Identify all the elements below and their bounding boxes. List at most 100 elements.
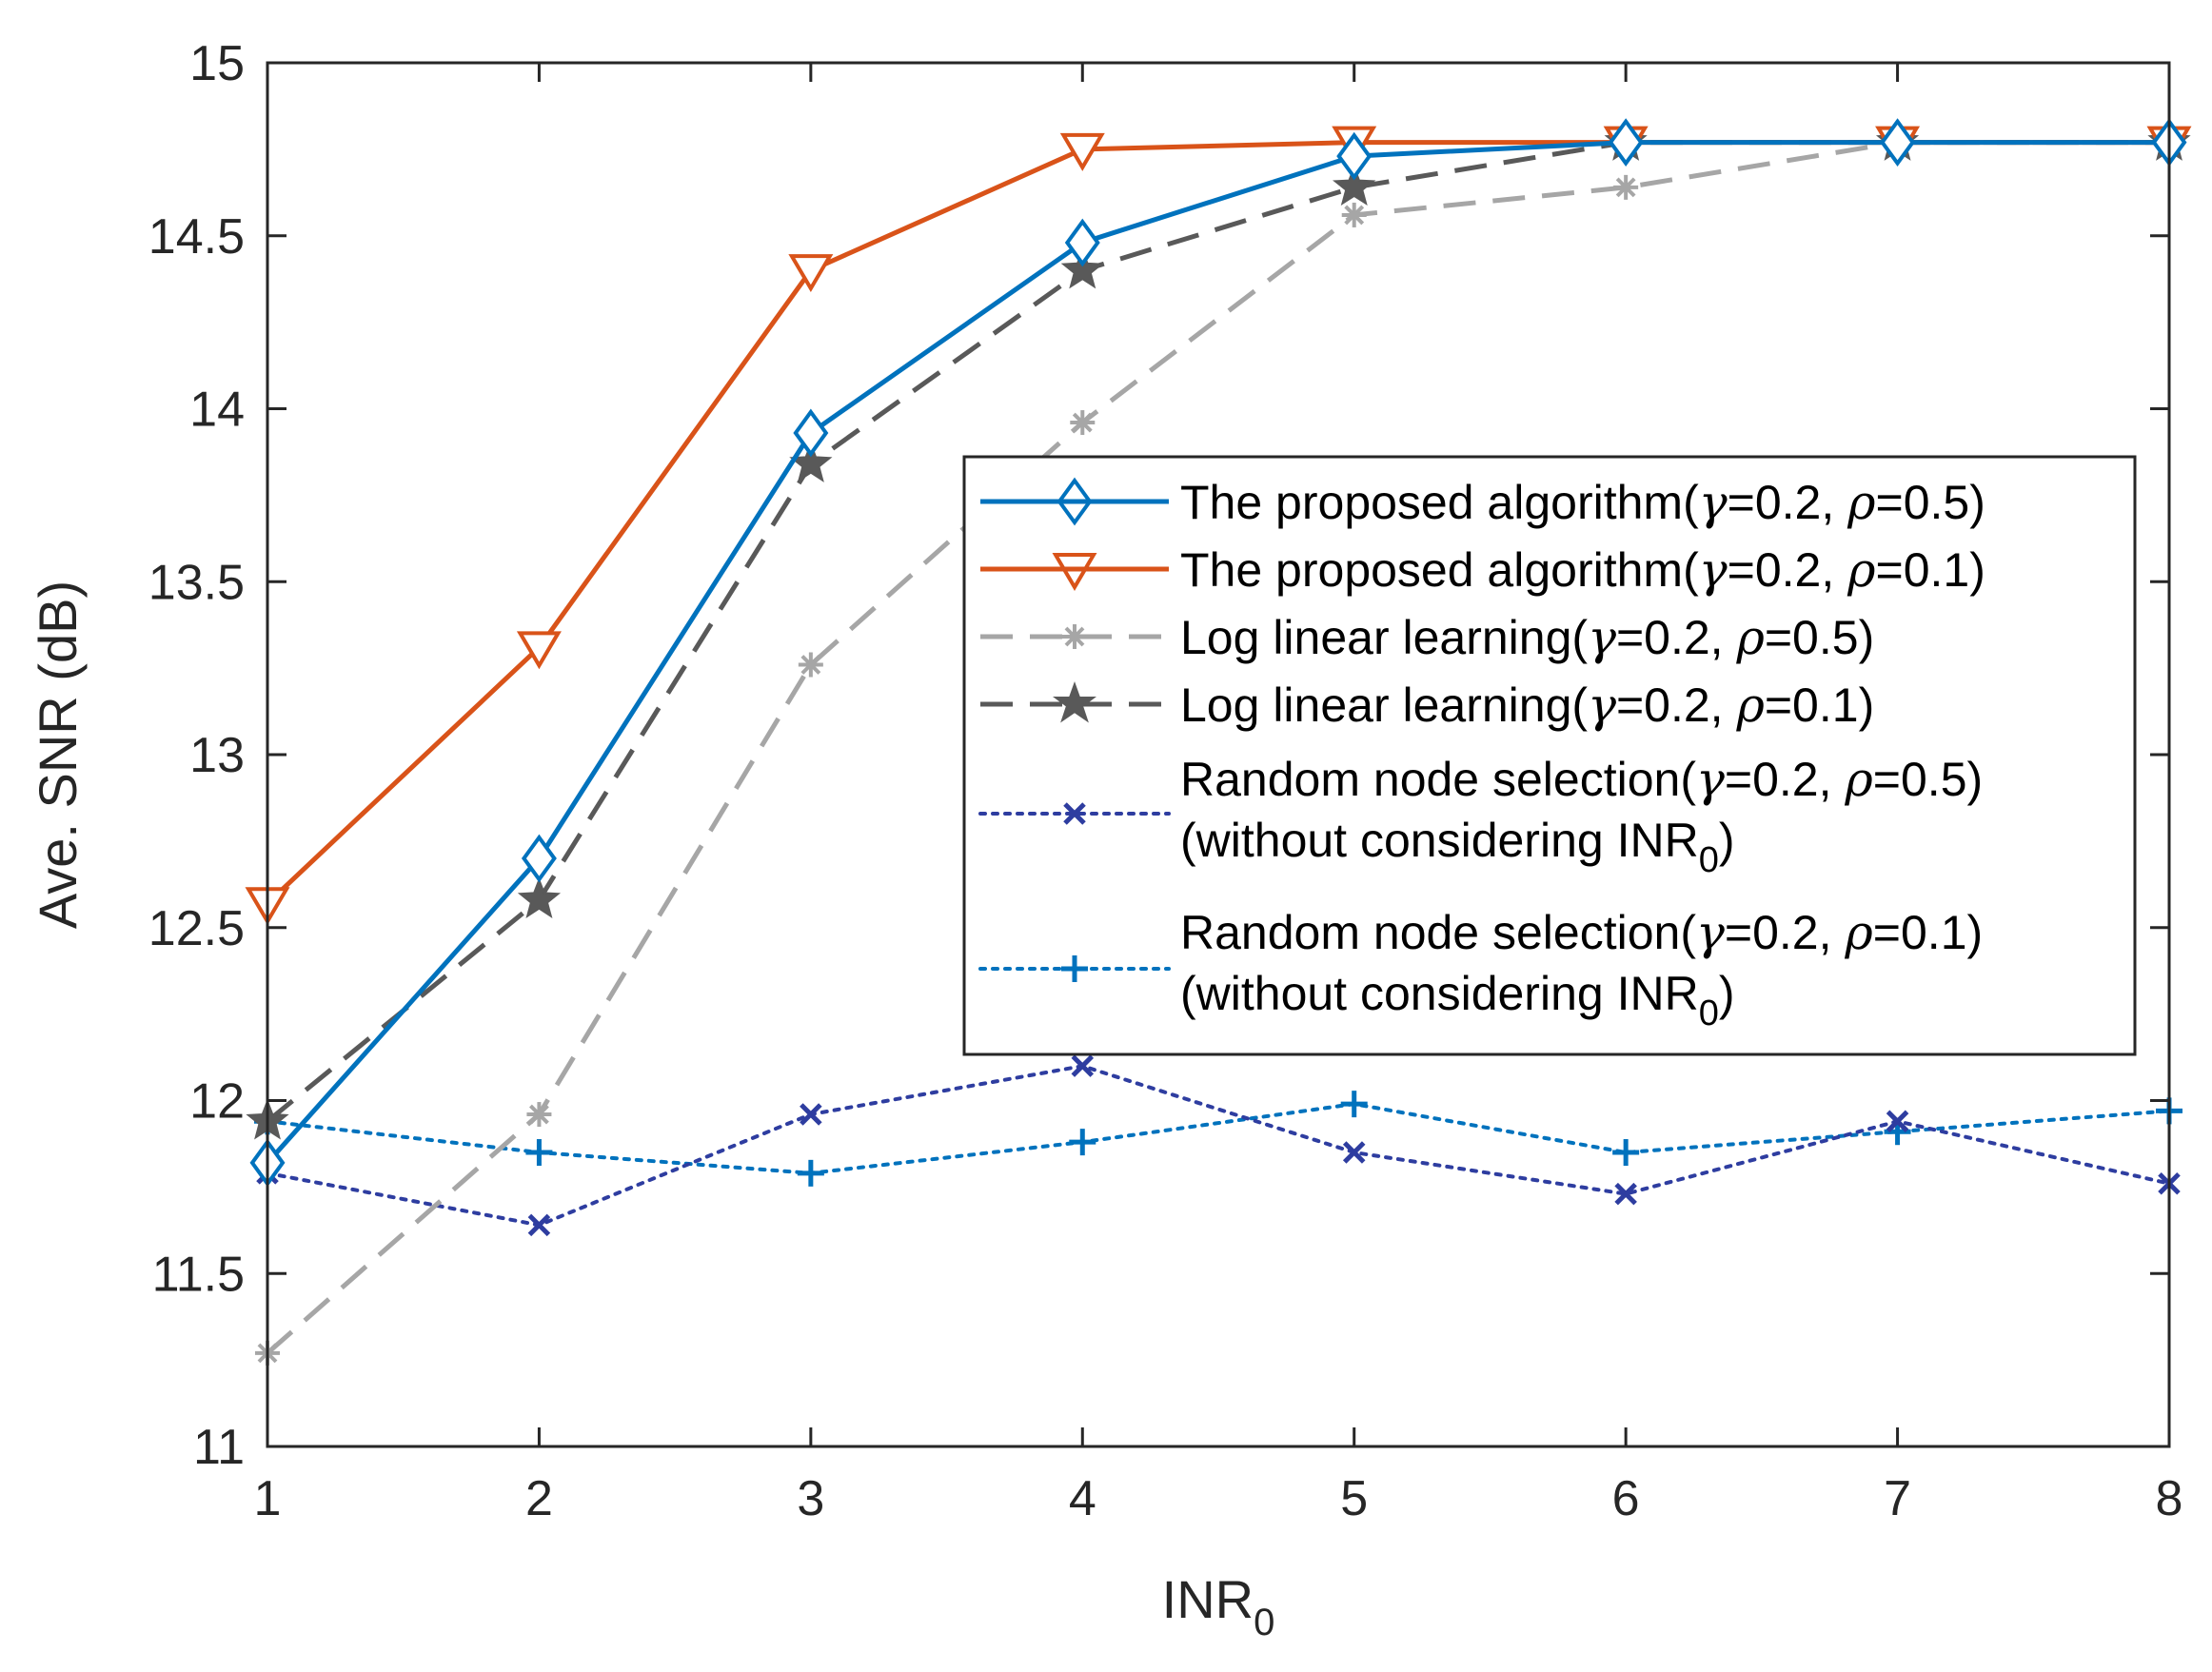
legend-label-log01-pre: Log linear learning( — [1180, 679, 1588, 732]
point-prop05-4 — [1064, 218, 1100, 267]
point-rand05-4 — [1071, 1054, 1095, 1077]
legend-entry-rand05: Random node selection(γ=0.2, ρ=0.5) (wit… — [978, 752, 1983, 880]
y-tick-label-12.5: 12.5 — [148, 901, 245, 956]
x-axis-title: INR0 — [1162, 1569, 1275, 1643]
y-tick-label-14: 14 — [189, 383, 245, 438]
legend-label-log01-gamma: γ — [1588, 678, 1616, 733]
point-log01-4 — [1060, 247, 1104, 289]
legend-label-rand01-line2-end: ) — [1719, 967, 1735, 1020]
legend-label-prop01-gamma: γ — [1699, 542, 1728, 598]
point-log05-6 — [1613, 174, 1639, 200]
series-line-prop05 — [266, 140, 2169, 1165]
legend-label-log01-rho-val: =0.1) — [1765, 679, 1874, 732]
point-log05-5 — [1341, 202, 1367, 227]
legend-marker-prop05 — [1057, 477, 1093, 526]
legend-label-rand01: Random node selection(γ=0.2, ρ=0.1) — [1180, 905, 1983, 960]
point-prop05-5 — [1336, 131, 1373, 181]
y-tick-label-14.5: 14.5 — [148, 209, 245, 265]
legend-label-rand01-pre: Random node selection( — [1180, 906, 1696, 959]
point-rand05-5 — [1342, 1141, 1366, 1164]
legend-label-rand01-gamma-val: =0.2, — [1725, 906, 1846, 959]
point-prop05-7 — [1880, 118, 1916, 167]
legend-marker-prop01 — [1052, 553, 1097, 591]
y-tick-label-12: 12 — [189, 1074, 245, 1130]
point-rand05-3 — [800, 1103, 822, 1126]
legend-label-prop01-pre: The proposed algorithm( — [1180, 543, 1699, 597]
legend-label-log01-gamma-val: =0.2, — [1616, 679, 1737, 732]
legend-label-log05: Log linear learning(γ=0.2, ρ=0.5) — [1180, 610, 1874, 665]
legend-label-log01: Log linear learning(γ=0.2, ρ=0.1) — [1180, 678, 1874, 733]
x-tick-label-5: 5 — [1340, 1471, 1368, 1526]
legend-marker-log05 — [1062, 624, 1087, 649]
legend-label-rand05-rho-val: =0.5) — [1873, 753, 1983, 806]
x-axis-title-main: INR — [1162, 1569, 1254, 1629]
legend-label-rand05-line2-main: (without considering INR — [1180, 814, 1699, 867]
legend-label-rand05-gamma-val: =0.2, — [1725, 753, 1846, 806]
legend: The proposed algorithm(γ=0.2, ρ=0.5) The… — [962, 455, 2137, 1056]
legend-entry-log05: Log linear learning(γ=0.2, ρ=0.5) — [980, 610, 1874, 665]
y-tick-label-11: 11 — [193, 1420, 245, 1475]
legend-label-prop05: The proposed algorithm(γ=0.2, ρ=0.5) — [1180, 475, 1985, 530]
series-line-log05 — [266, 140, 2169, 1355]
legend-label-prop01-gamma-val: =0.2, — [1728, 543, 1848, 597]
legend-marker-rand05 — [1063, 802, 1086, 825]
point-prop05-6 — [1608, 118, 1644, 167]
y-tick-label-15: 15 — [189, 36, 245, 91]
legend-label-log01-rho: ρ — [1735, 678, 1765, 733]
legend-entry-rand01: Random node selection(γ=0.2, ρ=0.1) (wit… — [978, 905, 1983, 1033]
legend-entry-log01: Log linear learning(γ=0.2, ρ=0.1) — [980, 678, 1874, 733]
legend-label-log05-pre: Log linear learning( — [1180, 611, 1588, 664]
legend-label-rand01-rho: ρ — [1844, 905, 1873, 960]
y-tick-label-13.5: 13.5 — [148, 555, 245, 610]
x-axis-title-sub: 0 — [1254, 1602, 1274, 1643]
point-prop01-4 — [1059, 132, 1105, 171]
point-prop05-2 — [521, 834, 557, 883]
legend-label-log05-rho-val: =0.5) — [1765, 611, 1874, 664]
point-log01-5 — [1333, 165, 1376, 207]
legend-entry-prop05: The proposed algorithm(γ=0.2, ρ=0.5) — [980, 475, 1985, 530]
point-rand01-6 — [1612, 1139, 1640, 1167]
point-log05-4 — [1070, 410, 1096, 436]
point-rand01-3 — [797, 1159, 824, 1187]
legend-marker-log01 — [1053, 681, 1096, 723]
legend-label-prop05-pre: The proposed algorithm( — [1180, 476, 1699, 529]
legend-label-prop05-gamma: γ — [1699, 475, 1728, 530]
legend-label-log05-rho: ρ — [1735, 610, 1765, 665]
point-log01-2 — [517, 876, 562, 918]
legend-label-prop05-rho-val: =0.5) — [1876, 476, 1985, 529]
legend-label-rand01-line2: (without considering INR0) — [1180, 967, 1734, 1033]
y-tick-label-13: 13 — [189, 728, 245, 783]
legend-label-rand05-rho: ρ — [1844, 752, 1873, 807]
legend-entry-prop01: The proposed algorithm(γ=0.2, ρ=0.1) — [980, 542, 1985, 598]
legend-label-rand05-pre: Random node selection( — [1180, 753, 1696, 806]
legend-label-prop01-rho: ρ — [1847, 542, 1876, 598]
legend-label-prop01-rho-val: =0.1) — [1876, 543, 1985, 597]
legend-label-rand01-line2-sub: 0 — [1699, 993, 1719, 1033]
x-tick-label-3: 3 — [797, 1471, 824, 1526]
legend-label-prop05-rho: ρ — [1847, 475, 1876, 530]
x-tick-label-2: 2 — [525, 1471, 553, 1526]
series-line-rand01 — [266, 1102, 2171, 1175]
legend-label-rand05: Random node selection(γ=0.2, ρ=0.5) — [1180, 752, 1983, 807]
legend-label-rand05-gamma: γ — [1696, 752, 1725, 807]
x-tick-label-7: 7 — [1884, 1471, 1911, 1526]
x-tick-label-6: 6 — [1612, 1471, 1640, 1526]
point-prop01-3 — [788, 254, 834, 293]
point-rand01-5 — [1340, 1091, 1368, 1118]
point-rand05-2 — [527, 1213, 551, 1237]
series-layer — [245, 118, 2192, 1366]
legend-label-prop05-gamma-val: =0.2, — [1728, 476, 1848, 529]
legend-label-prop01: The proposed algorithm(γ=0.2, ρ=0.1) — [1180, 542, 1985, 598]
legend-box — [962, 455, 2137, 1056]
point-rand05-7 — [1886, 1110, 1909, 1133]
y-tick-label-11.5: 11.5 — [152, 1247, 245, 1302]
series-line-rand05 — [266, 1064, 2171, 1228]
point-log05-3 — [798, 652, 823, 678]
legend-label-rand05-line2-end: ) — [1719, 814, 1735, 867]
legend-label-log05-gamma: γ — [1588, 610, 1616, 665]
legend-label-rand01-gamma: γ — [1696, 905, 1725, 960]
point-prop05-3 — [793, 408, 829, 458]
legend-label-log05-gamma-val: =0.2, — [1616, 611, 1737, 664]
point-prop01-2 — [516, 631, 562, 670]
